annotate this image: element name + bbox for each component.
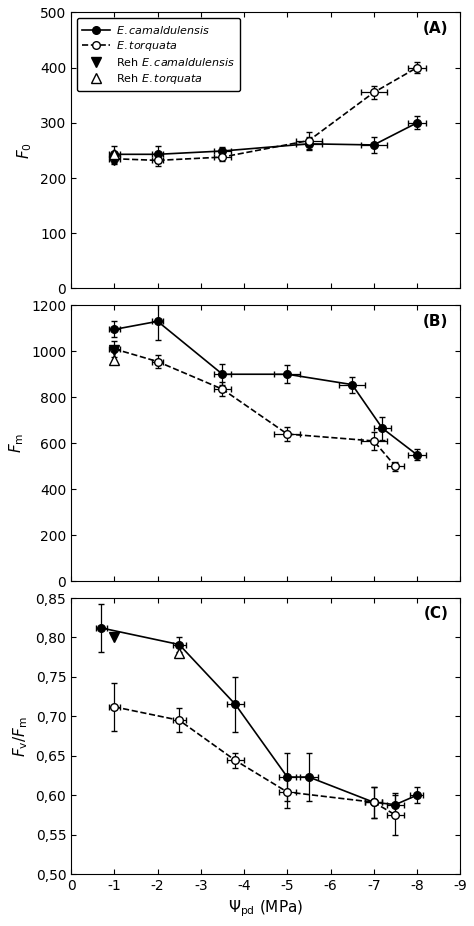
Text: (C): (C) [424,607,448,621]
Text: (A): (A) [423,20,448,36]
X-axis label: $\Psi_\mathrm{pd}$ (MPa): $\Psi_\mathrm{pd}$ (MPa) [228,898,303,920]
Legend: $\it{E. camaldulensis}$, $\it{E. torquata}$, Reh $\it{E. camaldulensis}$, Reh $\: $\it{E. camaldulensis}$, $\it{E. torquat… [77,18,240,91]
Y-axis label: $F_0$: $F_0$ [16,142,35,159]
Y-axis label: $F_\mathrm{v}/F_\mathrm{m}$: $F_\mathrm{v}/F_\mathrm{m}$ [11,716,30,757]
Y-axis label: $F_\mathrm{m}$: $F_\mathrm{m}$ [7,433,26,454]
Text: (B): (B) [423,314,448,329]
